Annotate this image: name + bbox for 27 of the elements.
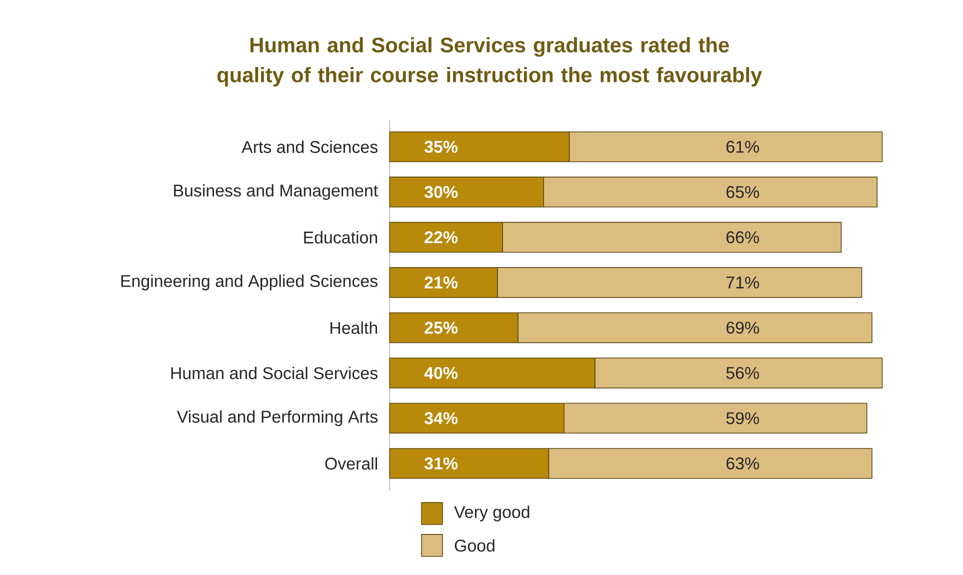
data-label: 56% (726, 366, 759, 379)
legend-label: Good (454, 539, 494, 552)
y-tick-label: Human and Social Services (171, 366, 378, 380)
y-tick-label: Overall (325, 457, 378, 470)
data-label: 35% (424, 140, 458, 153)
y-tick-label: Engineering and Applied Sciences (121, 274, 378, 290)
data-label: 69% (726, 322, 759, 334)
data-label: 40% (424, 366, 458, 379)
y-tick-label: Education (304, 230, 378, 244)
legend-label: Very good (454, 505, 530, 522)
data-label: 22% (424, 231, 458, 244)
data-label: 61% (726, 140, 759, 153)
data-label: 31% (424, 457, 458, 470)
y-tick-label: Health (330, 321, 378, 334)
data-label: 71% (726, 276, 759, 288)
data-label: 34% (424, 412, 458, 424)
data-label: 66% (726, 231, 759, 244)
data-label: 59% (726, 412, 759, 424)
chart-title: Human and Social Services graduates rated the quality of their course instruction the most favourably (217, 36, 762, 86)
data-label: 63% (726, 457, 759, 470)
data-label: 30% (424, 186, 458, 198)
data-label: 65% (726, 186, 759, 198)
data-label: 25% (424, 322, 458, 334)
y-tick-label: Visual and Performing Arts (176, 410, 378, 426)
y-tick-label: Business and Management (174, 184, 378, 200)
data-label: 21% (424, 276, 458, 288)
y-tick-label: Arts and Sciences (242, 140, 378, 153)
